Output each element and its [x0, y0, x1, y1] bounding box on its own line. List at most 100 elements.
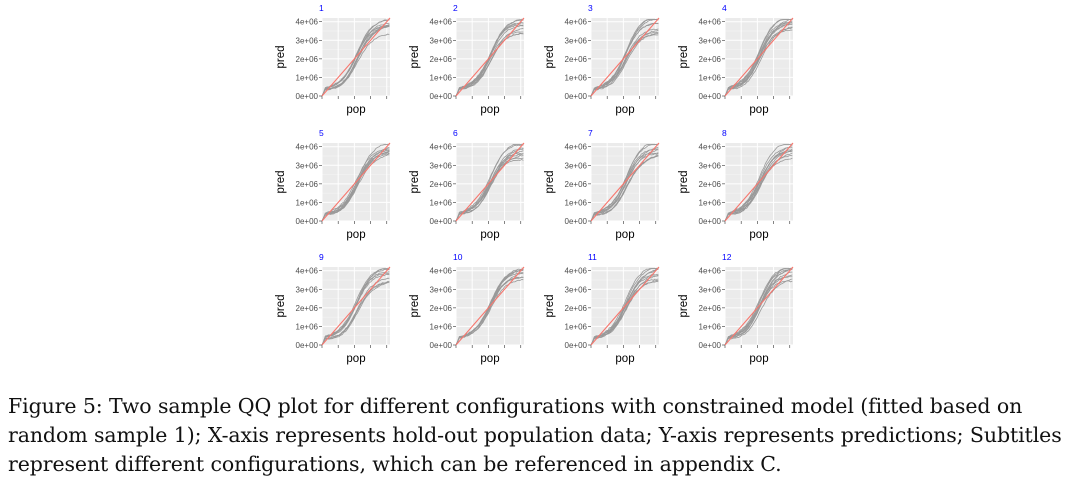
qq-curve: [590, 32, 659, 97]
y-tick-label: 3e+06: [430, 161, 453, 170]
qq-curve: [321, 24, 390, 97]
qq-curve: [724, 278, 793, 346]
y-tick-label: 0e+00: [296, 217, 319, 226]
qq-curve: [455, 279, 524, 346]
y-tick-label: 4e+06: [565, 18, 588, 27]
reference-line: [590, 142, 660, 222]
y-axis-title: pred: [275, 45, 287, 68]
qq-curve: [455, 148, 524, 222]
y-tick-label: 2e+06: [699, 180, 722, 189]
panel-5: 5 0e+00 1e+06 2e+06 3e+06 4e+06 pop pred: [275, 128, 391, 241]
y-tick-label: 0e+00: [565, 341, 588, 350]
reference-line: [321, 17, 391, 97]
reference-line: [455, 266, 525, 346]
y-tick-label: 2e+06: [565, 55, 588, 64]
y-axis-title: pred: [678, 294, 690, 317]
qq-curve: [590, 154, 659, 222]
y-tick-label: 1e+06: [699, 198, 722, 207]
x-axis-title: pop: [480, 104, 499, 116]
y-tick-label: 2e+06: [296, 304, 319, 313]
y-tick-label: 0e+00: [699, 92, 722, 101]
panel-subtitle: 8: [722, 128, 727, 138]
y-tick-label: 4e+06: [699, 18, 722, 27]
y-tick-label: 2e+06: [699, 55, 722, 64]
qq-curve: [590, 274, 659, 346]
y-tick-label: 0e+00: [699, 341, 722, 350]
qq-curve: [590, 34, 659, 97]
panel-6: 6 0e+00 1e+06 2e+06 3e+06 4e+06 pop pred: [409, 128, 525, 241]
qq-curve: [590, 22, 659, 97]
y-tick-label: 3e+06: [296, 36, 319, 45]
qq-curve: [724, 268, 793, 346]
y-tick-label: 2e+06: [296, 180, 319, 189]
y-tick-label: 4e+06: [699, 267, 722, 276]
qq-curve: [724, 21, 793, 97]
x-axis-title: pop: [480, 229, 499, 241]
y-tick-label: 1e+06: [565, 73, 588, 82]
panel-subtitle: 5: [319, 128, 324, 138]
y-tick-label: 4e+06: [296, 143, 319, 152]
qq-curve: [590, 268, 659, 346]
y-tick-label: 4e+06: [565, 143, 588, 152]
panel-8: 8 0e+00 1e+06 2e+06 3e+06 4e+06 pop pred: [678, 128, 794, 241]
reference-line: [321, 142, 391, 222]
y-tick-label: 2e+06: [565, 304, 588, 313]
qq-curve: [590, 149, 659, 222]
panel-subtitle: 12: [722, 252, 732, 262]
panel-2: 2 0e+00 1e+06 2e+06 3e+06 4e+06 pop pred: [409, 3, 525, 116]
x-axis-title: pop: [480, 353, 499, 365]
qq-curve: [590, 144, 659, 222]
y-tick-label: 3e+06: [296, 161, 319, 170]
y-tick-label: 4e+06: [430, 18, 453, 27]
y-tick-label: 4e+06: [430, 143, 453, 152]
reference-line: [724, 17, 794, 97]
y-tick-label: 3e+06: [430, 285, 453, 294]
qq-curve: [590, 268, 659, 346]
y-axis-title: pred: [544, 294, 556, 317]
qq-curve: [321, 154, 390, 222]
y-tick-label: 2e+06: [430, 180, 453, 189]
y-tick-label: 3e+06: [565, 36, 588, 45]
x-axis-title: pop: [615, 229, 634, 241]
y-tick-label: 1e+06: [699, 322, 722, 331]
panel-subtitle: 4: [722, 3, 727, 13]
qq-curve: [455, 22, 524, 97]
y-tick-label: 1e+06: [565, 322, 588, 331]
y-tick-label: 2e+06: [430, 55, 453, 64]
y-tick-label: 0e+00: [565, 217, 588, 226]
y-tick-label: 0e+00: [430, 92, 453, 101]
y-tick-label: 0e+00: [296, 92, 319, 101]
x-axis-title: pop: [749, 229, 768, 241]
y-tick-label: 1e+06: [430, 198, 453, 207]
x-axis-title: pop: [615, 104, 634, 116]
reference-line: [455, 142, 525, 222]
panel-4: 4 0e+00 1e+06 2e+06 3e+06 4e+06 pop pred: [678, 3, 794, 116]
x-axis-title: pop: [346, 104, 365, 116]
panel-subtitle: 2: [453, 3, 458, 13]
qq-curve: [455, 28, 524, 97]
y-tick-label: 0e+00: [699, 217, 722, 226]
y-tick-label: 1e+06: [296, 73, 319, 82]
y-axis-title: pred: [544, 45, 556, 68]
figure-caption: Figure 5: Two sample QQ plot for differe…: [8, 394, 1062, 476]
reference-line: [455, 17, 525, 97]
qq-curve: [455, 269, 524, 346]
panel-10: 10 0e+00 1e+06 2e+06 3e+06 4e+06 pop pred: [409, 252, 525, 365]
y-tick-label: 1e+06: [430, 73, 453, 82]
panel-11: 11 0e+00 1e+06 2e+06 3e+06 4e+06 pop pred: [544, 252, 660, 365]
qq-curve: [321, 144, 390, 222]
qq-curve: [724, 144, 793, 222]
y-axis-title: pred: [544, 170, 556, 193]
qq-curve: [455, 153, 524, 222]
y-tick-label: 4e+06: [296, 18, 319, 27]
panel-subtitle: 11: [588, 252, 597, 262]
x-axis-title: pop: [749, 353, 768, 365]
qq-curve: [321, 281, 390, 346]
panel-1: 1 0e+00 1e+06 2e+06 3e+06 4e+06 pop pred: [275, 3, 391, 116]
qq-curve: [724, 157, 793, 222]
y-tick-label: 0e+00: [430, 341, 453, 350]
y-axis-title: pred: [678, 170, 690, 193]
y-tick-label: 2e+06: [430, 304, 453, 313]
y-tick-label: 1e+06: [699, 73, 722, 82]
panel-3: 3 0e+00 1e+06 2e+06 3e+06 4e+06 pop pred: [544, 3, 660, 116]
